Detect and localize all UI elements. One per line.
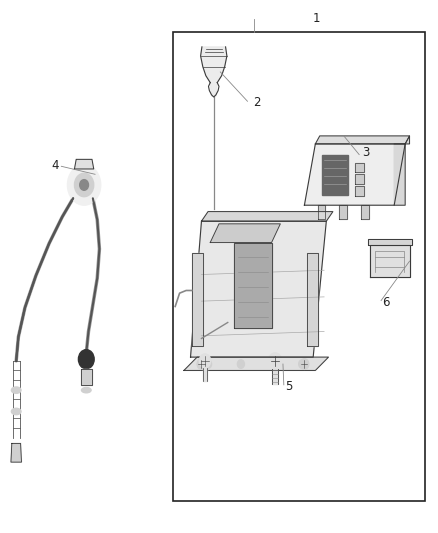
Circle shape xyxy=(78,350,94,369)
Circle shape xyxy=(74,173,94,197)
Circle shape xyxy=(299,360,306,368)
Text: 3: 3 xyxy=(362,147,369,159)
Text: 1: 1 xyxy=(313,12,321,25)
Ellipse shape xyxy=(11,387,21,393)
Polygon shape xyxy=(11,443,21,462)
Polygon shape xyxy=(74,159,94,169)
Polygon shape xyxy=(234,243,272,328)
Ellipse shape xyxy=(11,408,21,415)
Bar xyxy=(173,32,425,501)
Circle shape xyxy=(237,360,244,368)
Polygon shape xyxy=(304,144,405,205)
Polygon shape xyxy=(191,221,326,357)
Ellipse shape xyxy=(81,387,91,393)
Circle shape xyxy=(67,165,101,205)
Polygon shape xyxy=(361,205,369,219)
Circle shape xyxy=(300,359,309,369)
Polygon shape xyxy=(394,136,410,205)
Polygon shape xyxy=(210,224,280,243)
Polygon shape xyxy=(370,245,410,277)
Polygon shape xyxy=(201,212,333,221)
Text: 6: 6 xyxy=(382,296,390,309)
Polygon shape xyxy=(355,174,364,184)
Text: 5: 5 xyxy=(285,380,293,393)
Polygon shape xyxy=(203,368,207,381)
Polygon shape xyxy=(339,205,347,219)
Polygon shape xyxy=(81,369,92,385)
Polygon shape xyxy=(192,253,203,346)
Circle shape xyxy=(268,353,282,369)
Polygon shape xyxy=(315,136,410,144)
Circle shape xyxy=(80,180,88,190)
Polygon shape xyxy=(201,47,227,96)
Polygon shape xyxy=(318,205,325,219)
Polygon shape xyxy=(322,155,348,195)
Circle shape xyxy=(197,359,206,369)
Polygon shape xyxy=(272,369,278,384)
Polygon shape xyxy=(307,253,318,346)
Polygon shape xyxy=(368,239,412,245)
Polygon shape xyxy=(184,357,328,370)
Polygon shape xyxy=(355,186,364,196)
Polygon shape xyxy=(355,163,364,172)
Text: 4: 4 xyxy=(52,159,59,172)
Circle shape xyxy=(205,360,212,368)
Circle shape xyxy=(199,354,211,368)
Text: 2: 2 xyxy=(253,96,261,109)
